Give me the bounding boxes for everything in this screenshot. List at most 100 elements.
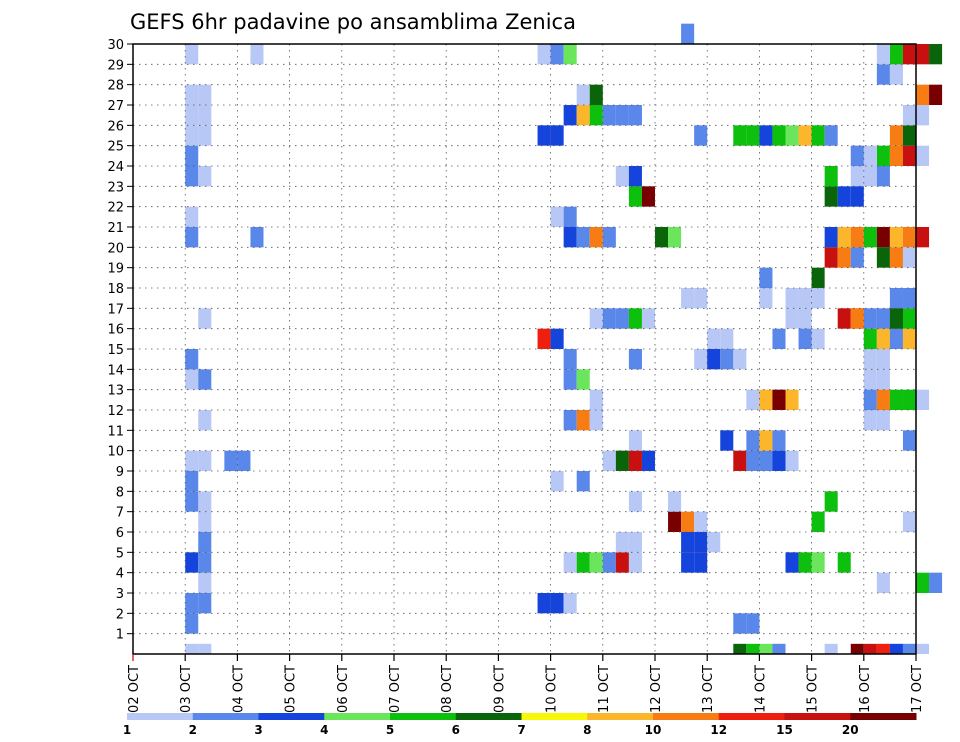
heatmap-cell bbox=[563, 369, 577, 390]
colorbar-label: 20 bbox=[842, 723, 859, 737]
heatmap-cell bbox=[772, 450, 786, 471]
heatmap-cell bbox=[589, 84, 603, 105]
heatmap-cell bbox=[733, 450, 747, 471]
heatmap-cell bbox=[863, 308, 877, 329]
heatmap-cell bbox=[902, 44, 916, 65]
heatmap-cell bbox=[720, 349, 734, 370]
colorbar-swatch bbox=[521, 713, 588, 720]
y-tick-label: 25 bbox=[107, 140, 124, 155]
heatmap-cell bbox=[772, 430, 786, 451]
heatmap-cell bbox=[602, 450, 616, 471]
y-tick-label: 23 bbox=[107, 180, 124, 195]
heatmap-cell bbox=[746, 613, 760, 634]
heatmap-cell bbox=[733, 643, 747, 654]
heatmap-cell bbox=[772, 328, 786, 349]
heatmap-cell bbox=[681, 23, 695, 44]
y-tick-label: 24 bbox=[107, 160, 124, 175]
heatmap-cell bbox=[563, 593, 577, 614]
heatmap-cell bbox=[681, 552, 695, 573]
heatmap-cell bbox=[759, 389, 773, 410]
heatmap-cell bbox=[615, 166, 629, 187]
colorbar-label: 4 bbox=[320, 723, 328, 737]
heatmap-cell bbox=[759, 643, 773, 654]
x-tick-label: 17 OCT bbox=[910, 665, 925, 713]
heatmap-cell bbox=[589, 105, 603, 126]
heatmap-cell bbox=[889, 227, 903, 248]
heatmap-cell bbox=[902, 227, 916, 248]
heatmap-cell bbox=[681, 532, 695, 553]
heatmap-cell bbox=[720, 430, 734, 451]
heatmap-cell bbox=[811, 328, 825, 349]
heatmap-cell bbox=[889, 643, 903, 654]
heatmap-cell bbox=[850, 186, 864, 207]
colorbar-swatch bbox=[127, 713, 194, 720]
x-tick-label: 15 OCT bbox=[806, 665, 821, 713]
heatmap-cell bbox=[811, 267, 825, 288]
heatmap-cell bbox=[863, 328, 877, 349]
x-tick-label: 09 OCT bbox=[492, 665, 507, 713]
heatmap-cell bbox=[863, 389, 877, 410]
heatmap-cell bbox=[902, 247, 916, 268]
heatmap-cell bbox=[916, 145, 930, 166]
x-tick-label: 10 OCT bbox=[545, 665, 560, 713]
heatmap-cell bbox=[876, 247, 890, 268]
heatmap-cell bbox=[863, 145, 877, 166]
heatmap-cell bbox=[902, 105, 916, 126]
heatmap-cell bbox=[185, 450, 199, 471]
heatmap-cell bbox=[615, 450, 629, 471]
heatmap-cell bbox=[563, 552, 577, 573]
heatmap-cell bbox=[733, 125, 747, 146]
colorbar-label: 6 bbox=[452, 723, 460, 737]
heatmap-cell bbox=[707, 349, 721, 370]
heatmap-cell bbox=[785, 308, 799, 329]
heatmap-cell bbox=[889, 44, 903, 65]
heatmap-cell bbox=[785, 288, 799, 309]
x-tick-label: 05 OCT bbox=[284, 665, 299, 713]
heatmap-cell bbox=[185, 166, 199, 187]
heatmap-cell bbox=[602, 308, 616, 329]
heatmap-cell bbox=[185, 643, 199, 654]
heatmap-cell bbox=[198, 105, 212, 126]
y-tick-label: 29 bbox=[107, 58, 124, 73]
heatmap-cell bbox=[902, 328, 916, 349]
heatmap-cell bbox=[785, 125, 799, 146]
y-tick-label: 20 bbox=[107, 241, 124, 256]
heatmap-cell bbox=[198, 166, 212, 187]
heatmap-cell bbox=[876, 44, 890, 65]
heatmap-cell bbox=[916, 227, 930, 248]
y-tick-label: 11 bbox=[107, 424, 124, 439]
heatmap-cell bbox=[759, 267, 773, 288]
heatmap-cell bbox=[876, 308, 890, 329]
heatmap-cell bbox=[185, 145, 199, 166]
heatmap-cell bbox=[876, 572, 890, 593]
heatmap-cell bbox=[615, 552, 629, 573]
y-tick-label: 6 bbox=[116, 526, 124, 541]
heatmap-cell bbox=[185, 227, 199, 248]
colorbar-swatch bbox=[455, 713, 522, 720]
heatmap-cell bbox=[824, 227, 838, 248]
heatmap-cell bbox=[237, 450, 251, 471]
colorbar-swatch bbox=[587, 713, 654, 720]
colorbar-label: 7 bbox=[517, 723, 525, 737]
heatmap-cell bbox=[707, 532, 721, 553]
heatmap-cell bbox=[694, 349, 708, 370]
y-tick-label: 27 bbox=[107, 99, 124, 114]
heatmap-cell bbox=[198, 450, 212, 471]
heatmap-cell bbox=[589, 410, 603, 431]
colorbar-swatch bbox=[850, 713, 917, 720]
heatmap-cell bbox=[550, 328, 564, 349]
heatmap-cell bbox=[824, 247, 838, 268]
y-tick-label: 22 bbox=[107, 201, 124, 216]
y-tick-label: 4 bbox=[116, 567, 124, 582]
heatmap-cell bbox=[198, 84, 212, 105]
heatmap-cell bbox=[850, 166, 864, 187]
x-tick-label: 04 OCT bbox=[231, 665, 246, 713]
y-tick-label: 15 bbox=[107, 343, 124, 358]
heatmap-cell bbox=[850, 308, 864, 329]
heatmap-cell bbox=[628, 532, 642, 553]
heatmap-cell bbox=[550, 44, 564, 65]
heatmap-cell bbox=[628, 308, 642, 329]
colorbar-label: 1 bbox=[123, 723, 131, 737]
heatmap-cell bbox=[563, 410, 577, 431]
heatmap-cell bbox=[198, 643, 212, 654]
